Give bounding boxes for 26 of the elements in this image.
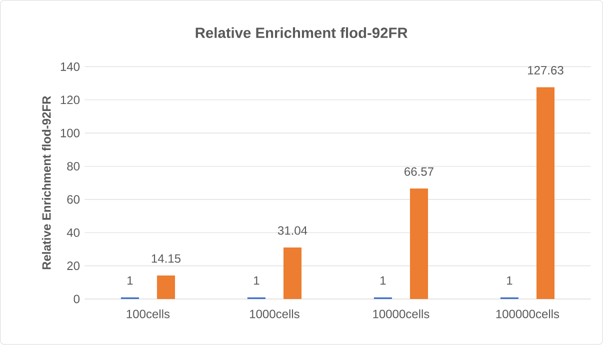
- y-tick-label: 40: [66, 228, 80, 238]
- chart-title: Relative Enrichment flod-92FR: [196, 27, 408, 38]
- data-label: 127.63: [528, 66, 564, 75]
- bar: [283, 248, 302, 300]
- y-tick-label: 80: [67, 162, 80, 171]
- data-label: 14.15: [152, 254, 181, 263]
- y-tick-label: 140: [60, 62, 80, 72]
- data-label: 31.04: [278, 226, 308, 235]
- x-tick-label: 100000cells: [496, 310, 560, 318]
- bar: [156, 276, 176, 300]
- data-label: 1: [507, 276, 512, 285]
- data-label: 1: [380, 276, 386, 285]
- x-tick-label: 10000cells: [373, 310, 430, 318]
- y-tick-label: 120: [60, 96, 80, 104]
- y-axis-title: Relative Enrichment flod-92FR: [42, 96, 51, 270]
- y-tick-label: 60: [67, 195, 80, 204]
- y-tick-label: 0: [74, 294, 80, 304]
- x-tick-label: 1000cells: [250, 310, 300, 318]
- bar: [410, 188, 428, 300]
- y-tick-label: 100: [60, 128, 80, 138]
- data-label: 1: [254, 276, 260, 285]
- y-tick-label: 20: [67, 262, 80, 270]
- bar: [536, 87, 555, 300]
- data-label: 66.57: [404, 167, 434, 176]
- data-label: 1: [128, 276, 133, 285]
- x-tick-label: 100cells: [126, 310, 170, 318]
